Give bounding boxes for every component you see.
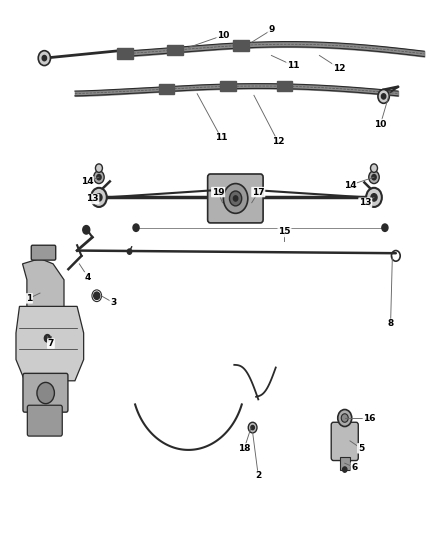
Bar	[340, 457, 350, 470]
Circle shape	[95, 164, 102, 172]
Text: 10: 10	[217, 31, 230, 40]
Circle shape	[381, 94, 386, 99]
Circle shape	[94, 292, 100, 300]
Text: 6: 6	[351, 463, 357, 472]
Circle shape	[341, 414, 348, 422]
Text: 1: 1	[26, 294, 32, 303]
Circle shape	[83, 225, 90, 234]
Text: 15: 15	[278, 228, 291, 237]
Circle shape	[223, 183, 248, 213]
Circle shape	[96, 193, 102, 201]
Circle shape	[372, 174, 376, 180]
Circle shape	[133, 224, 139, 231]
Text: 18: 18	[238, 444, 251, 453]
FancyBboxPatch shape	[331, 422, 358, 461]
Bar	[233, 40, 249, 51]
Circle shape	[338, 409, 352, 426]
Text: 3: 3	[110, 298, 117, 307]
Text: 2: 2	[255, 472, 261, 480]
Circle shape	[343, 467, 347, 472]
Bar	[159, 84, 174, 93]
Circle shape	[37, 382, 54, 403]
Text: 12: 12	[272, 137, 284, 146]
FancyBboxPatch shape	[208, 174, 263, 223]
Circle shape	[371, 164, 378, 172]
Circle shape	[38, 51, 50, 66]
Circle shape	[91, 188, 107, 207]
Text: 7: 7	[48, 339, 54, 348]
Bar	[277, 81, 292, 91]
Circle shape	[42, 55, 46, 61]
Text: 17: 17	[252, 188, 265, 197]
Text: 11: 11	[215, 133, 227, 142]
Text: 14: 14	[81, 177, 93, 186]
Circle shape	[97, 174, 101, 180]
Text: 4: 4	[85, 273, 91, 281]
FancyBboxPatch shape	[23, 373, 68, 412]
Polygon shape	[22, 259, 64, 306]
Circle shape	[248, 422, 257, 433]
FancyBboxPatch shape	[27, 405, 62, 436]
Circle shape	[251, 425, 254, 430]
Circle shape	[382, 224, 388, 231]
Circle shape	[94, 171, 104, 183]
Text: 10: 10	[374, 119, 387, 128]
Text: 12: 12	[333, 64, 345, 72]
Text: 19: 19	[212, 188, 224, 197]
Circle shape	[378, 90, 389, 103]
Circle shape	[366, 188, 382, 207]
Circle shape	[371, 193, 377, 201]
Text: 11: 11	[287, 61, 300, 70]
Polygon shape	[16, 306, 84, 381]
Circle shape	[127, 249, 132, 254]
Circle shape	[233, 196, 238, 201]
Text: 14: 14	[344, 181, 356, 190]
FancyBboxPatch shape	[31, 245, 56, 260]
Bar	[117, 49, 133, 59]
Text: 16: 16	[364, 414, 376, 423]
Bar	[220, 82, 236, 91]
Bar	[167, 45, 183, 55]
Text: 9: 9	[268, 26, 275, 35]
Text: 13: 13	[359, 198, 371, 207]
Text: 5: 5	[358, 444, 364, 453]
Text: 8: 8	[388, 319, 394, 328]
Circle shape	[230, 191, 242, 206]
Circle shape	[44, 335, 50, 342]
Circle shape	[369, 171, 379, 183]
Text: 13: 13	[86, 195, 99, 204]
